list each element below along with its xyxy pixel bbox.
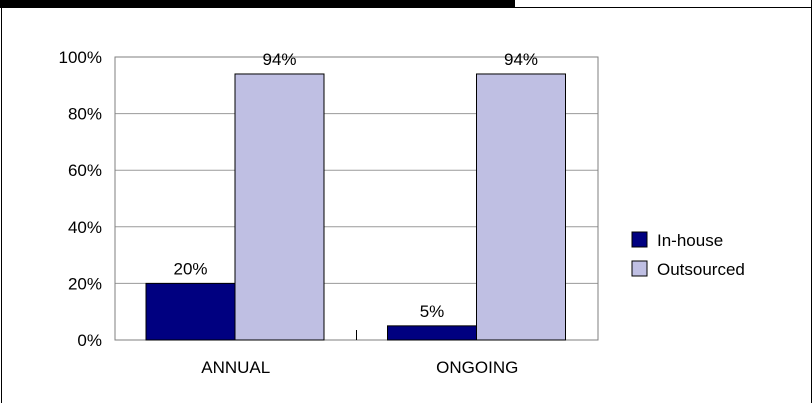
data-label: 5% xyxy=(420,302,445,321)
top-black-bar xyxy=(0,0,515,8)
legend-label: In-house xyxy=(657,231,723,250)
legend-swatch-in-house xyxy=(631,231,648,248)
y-tick-label: 80% xyxy=(68,105,102,124)
data-label: 94% xyxy=(504,50,538,69)
y-tick-label: 100% xyxy=(59,48,102,67)
x-category-label: ONGOING xyxy=(436,358,518,377)
y-tick-label: 60% xyxy=(68,161,102,180)
legend-swatch-outsourced xyxy=(631,260,648,277)
data-label: 20% xyxy=(173,259,207,278)
bar-in-house xyxy=(145,282,236,341)
legend-label: Outsourced xyxy=(657,260,745,279)
data-label: 94% xyxy=(262,50,296,69)
y-tick-label: 40% xyxy=(68,218,102,237)
bar-in-house xyxy=(387,325,477,341)
y-tick-label: 20% xyxy=(68,274,102,293)
bar-outsourced xyxy=(234,73,325,341)
bar-outsourced xyxy=(476,73,566,341)
x-category-label: ANNUAL xyxy=(201,358,270,377)
y-tick-label: 0% xyxy=(77,331,102,350)
